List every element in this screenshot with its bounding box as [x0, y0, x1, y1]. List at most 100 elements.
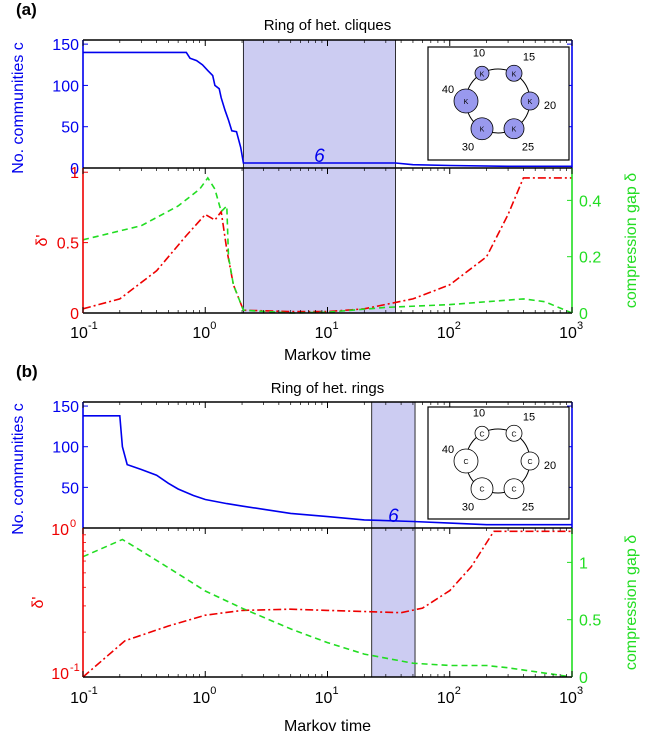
- inset-box: [427, 46, 570, 161]
- inset-node-letter: K: [480, 127, 485, 134]
- inset-node-label: 30: [462, 142, 474, 154]
- inset-node-letter: K: [512, 127, 517, 134]
- x-tick-label: 10: [559, 690, 577, 707]
- inset-node-label: 10: [473, 47, 485, 59]
- inset-box: [427, 406, 570, 520]
- bottom-left-y-axis-label: δ': [30, 597, 47, 609]
- y-tick-label: 10: [51, 522, 69, 539]
- series-line-compression-gap: [82, 176, 573, 314]
- highlight-label: 6: [388, 506, 399, 527]
- series-line-compression-gap: [82, 538, 573, 678]
- x-tick-label: 10: [315, 325, 333, 342]
- y-tick-label: 0: [70, 306, 79, 323]
- bottom-right-y-axis-label: compression gap δ: [623, 535, 640, 670]
- inset-node: [505, 424, 523, 442]
- highlight-label: 6: [314, 146, 325, 167]
- inset-node-letter: K: [464, 99, 469, 106]
- inset-node-label: 20: [544, 460, 556, 472]
- inset-node-letter: C: [479, 487, 484, 494]
- panel-title: Ring of het. cliques: [264, 17, 392, 34]
- y-tick-label-right: 0.5: [579, 613, 601, 630]
- x-tick-exponent: 2: [455, 320, 461, 332]
- inset-node-label: 25: [522, 502, 534, 514]
- y-tick-label: 50: [61, 120, 79, 137]
- inset-node-letter: K: [528, 99, 533, 106]
- x-tick-exponent: 1: [333, 320, 339, 332]
- y-tick-label-right: 1: [579, 555, 588, 572]
- x-tick-exponent: 3: [577, 685, 583, 697]
- inset-node-letter: C: [479, 431, 484, 438]
- inset-node-label: 40: [442, 444, 454, 456]
- bottom-left-y-axis-label: δ': [34, 235, 51, 247]
- panel-label: (a): [16, 0, 37, 19]
- x-tick-label: 10: [315, 690, 333, 707]
- series-line-communities: [83, 415, 572, 526]
- x-tick-label: 10: [192, 325, 210, 342]
- x-tick-label: 10: [70, 690, 88, 707]
- top-y-axis-label: No. communities c: [10, 42, 27, 174]
- x-tick-label: 10: [437, 325, 455, 342]
- y-tick-label: 150: [52, 37, 79, 54]
- inset-node: [503, 478, 525, 500]
- highlight-band: [371, 401, 416, 678]
- x-tick-exponent: 0: [210, 685, 216, 697]
- y-tick-label: 10: [51, 666, 69, 683]
- inset-node-letter: K: [480, 71, 485, 78]
- x-tick-exponent: 2: [455, 685, 461, 697]
- panel-label: (b): [16, 362, 38, 381]
- inset-node: [503, 118, 525, 140]
- inset-node-label: 15: [523, 51, 535, 63]
- series-line-delta-prime: [82, 530, 572, 678]
- x-tick-label: 10: [70, 325, 88, 342]
- inset-node: [505, 64, 523, 82]
- inset-node: [470, 117, 494, 141]
- x-tick-exponent: 3: [577, 320, 583, 332]
- x-tick-exponent: -1: [88, 320, 98, 332]
- x-tick-exponent: 0: [210, 320, 216, 332]
- inset-node: [453, 448, 479, 474]
- top-y-axis-label: No. communities c: [10, 403, 27, 535]
- inset-node-label: 40: [442, 84, 454, 96]
- y-tick-label-right: 0.2: [579, 250, 601, 267]
- inset-node: [520, 451, 540, 471]
- x-tick-exponent: -1: [88, 685, 98, 697]
- inset-node: [474, 65, 490, 81]
- y-tick-label: 100: [52, 440, 79, 457]
- inset-node-label: 25: [522, 142, 534, 154]
- bottom-right-y-axis-label: compression gap δ: [623, 173, 640, 308]
- x-tick-exponent: 1: [333, 685, 339, 697]
- inset-node-label: 10: [473, 407, 485, 419]
- y-tick-label: 50: [61, 480, 79, 497]
- x-axis-label: Markov time: [284, 347, 371, 364]
- y-tick-exponent: 0: [70, 518, 76, 530]
- inset-node-letter: C: [527, 459, 532, 466]
- x-axis-label: Markov time: [284, 718, 371, 735]
- inset-node: [520, 91, 540, 111]
- inset-node-letter: C: [463, 459, 468, 466]
- series-line-delta-prime: [82, 177, 572, 313]
- y-tick-label: 0: [70, 161, 79, 178]
- inset-node-label: 20: [544, 100, 556, 112]
- y-tick-label-right: 0.4: [579, 193, 601, 210]
- y-tick-label: 0.5: [57, 236, 79, 253]
- x-tick-label: 10: [559, 325, 577, 342]
- inset-node-label: 30: [462, 502, 474, 514]
- y-tick-label: 1: [70, 165, 79, 182]
- y-tick-exponent: -1: [70, 662, 80, 674]
- y-tick-label: 150: [52, 399, 79, 416]
- y-tick-label-right: 0: [579, 306, 588, 323]
- y-tick-label-right: 0: [579, 670, 588, 687]
- inset-node-label: 15: [523, 411, 535, 423]
- y-tick-label: 100: [52, 78, 79, 95]
- inset-node: [470, 477, 494, 501]
- series-line-communities: [83, 51, 572, 168]
- inset-node: [453, 88, 479, 114]
- x-tick-label: 10: [192, 690, 210, 707]
- highlight-band: [242, 39, 396, 314]
- inset-node-letter: C: [511, 431, 516, 438]
- panel-title: Ring of het. rings: [271, 380, 384, 397]
- inset-node-letter: K: [512, 71, 517, 78]
- inset-node: [474, 425, 490, 441]
- x-tick-label: 10: [437, 690, 455, 707]
